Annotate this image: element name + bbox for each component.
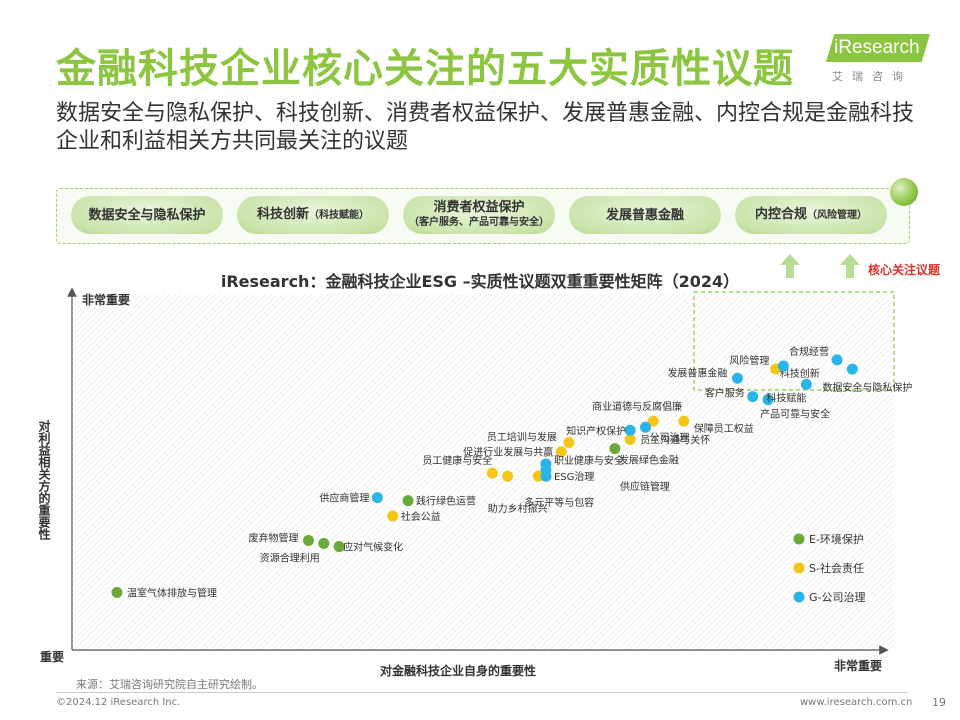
core-topics-label: 核心关注议题	[868, 263, 941, 277]
data-point	[387, 510, 399, 522]
legend-swatch	[793, 533, 805, 545]
data-point-label: 商业道德与反腐倡廉	[592, 400, 682, 413]
page-number: 19	[932, 696, 946, 709]
data-point-label: 产品可靠与安全	[760, 408, 830, 421]
data-point	[402, 495, 414, 507]
topic-pill-consumer-rights: 消费者权益保护 （客户服务、产品可靠与安全）	[403, 196, 555, 234]
data-point	[302, 534, 314, 546]
data-point-label: 员工培训与发展	[487, 431, 557, 444]
data-point	[640, 421, 652, 433]
plot-area	[74, 294, 894, 650]
data-point-label: 员工沟通与关怀	[640, 433, 710, 446]
up-arrow-icon	[780, 254, 800, 278]
chart-title: iResearch：金融科技企业ESG –实质性议题双重重要性矩阵（2024）	[220, 272, 740, 291]
data-point	[624, 433, 636, 445]
up-arrow-icon	[840, 254, 860, 278]
footer-divider	[56, 692, 908, 693]
data-point-label: 公司治理	[650, 431, 690, 444]
data-point-label: 社会公益	[401, 510, 441, 523]
legend-label: S-社会责任	[809, 561, 864, 575]
page-title: 金融科技企业核心关注的五大实质性议题	[56, 46, 794, 92]
legend-swatch	[793, 591, 805, 603]
data-point-label: 科技创新	[780, 367, 820, 380]
data-point-label: 助力乡村振兴	[488, 502, 548, 515]
data-point	[777, 360, 789, 372]
core-topics-highlight-box	[693, 291, 895, 391]
data-point-label: 温室气体排放与管理	[127, 586, 217, 599]
logo-shape	[826, 34, 930, 62]
data-point-label: 数据安全与隐私保护	[822, 381, 912, 394]
data-point-label: 供应链管理	[620, 480, 670, 493]
x-low-label: 重要	[40, 649, 64, 664]
topic-sub: （客户服务、产品可靠与安全）	[409, 217, 549, 228]
copyright: ©2024.12 iResearch Inc.	[56, 697, 181, 708]
globe-icon	[890, 178, 918, 206]
data-point	[731, 372, 743, 384]
topic-main: 内控合规（风险管理）	[754, 207, 867, 222]
logo-cn-text: 艾瑞咨询	[832, 70, 912, 83]
data-point	[800, 378, 812, 390]
data-point	[846, 363, 858, 375]
data-point-label: 资源合理利用	[260, 552, 320, 565]
x-axis-title: 对金融科技企业自身的重要性	[380, 663, 536, 678]
topic-main: 数据安全与隐私保护	[88, 207, 206, 223]
data-point-label: 员工健康与安全	[422, 454, 492, 467]
data-point	[747, 391, 759, 403]
topic-pill-data-security: 数据安全与隐私保护	[71, 196, 223, 234]
data-point	[532, 470, 544, 482]
data-point-label: 多元平等与包容	[524, 496, 594, 509]
topic-pill-inclusive-finance: 发展普惠金融	[569, 196, 721, 234]
data-point-label: 客户服务	[705, 387, 745, 400]
data-point	[678, 415, 690, 427]
y-axis-title: 对利益相关方的重要性	[37, 419, 51, 541]
legend-label: E-环境保护	[809, 532, 864, 546]
data-point-label: 风险管理	[729, 354, 769, 367]
data-point	[831, 354, 843, 366]
legend-swatch	[793, 562, 805, 574]
data-point-label: 知识产权保护	[566, 424, 626, 437]
data-point-label: 合规经营	[789, 345, 829, 358]
data-point-label: 促进行业发展与共赢	[463, 446, 553, 459]
iresearch-logo: iResearch 艾瑞咨询	[826, 30, 934, 86]
data-point	[318, 538, 330, 549]
data-point-label: 科技赋能	[766, 391, 806, 404]
data-point	[486, 467, 498, 479]
data-point	[647, 415, 659, 427]
topic-main: 消费者权益保护	[433, 200, 525, 215]
data-point	[609, 443, 621, 455]
website-link[interactable]: www.iresearch.com.cn	[800, 697, 913, 708]
data-point-label: 职业健康与安全	[554, 454, 624, 467]
source-note: 来源：艾瑞咨询研究院自主研究绘制。	[76, 678, 263, 691]
x-high-label: 非常重要	[834, 658, 882, 673]
legend-label: G-公司治理	[809, 590, 866, 604]
data-point	[624, 424, 636, 436]
topic-pill-tech-innovation: 科技创新（科技赋能）	[237, 196, 389, 234]
data-point	[555, 446, 567, 458]
core-topics-bar: 数据安全与隐私保护 科技创新（科技赋能） 消费者权益保护 （客户服务、产品可靠与…	[56, 188, 910, 244]
data-point-label: 废弃物管理	[248, 531, 298, 544]
data-point-label: 应对气候变化	[343, 541, 403, 554]
logo-text: iResearch	[834, 37, 920, 58]
data-point-label: 保障员工权益	[694, 422, 754, 435]
topic-main: 发展普惠金融	[605, 207, 684, 223]
data-point-label: ESG治理	[554, 470, 594, 483]
data-point-label: 供应商管理	[319, 492, 369, 505]
page-subtitle: 数据安全与隐私保护、科技创新、消费者权益保护、发展普惠金融、内控合规是金融科技企…	[56, 101, 915, 154]
data-point-label: 发展绿色金融	[619, 454, 679, 467]
data-point	[762, 394, 774, 406]
data-point-label: 发展普惠金融	[667, 366, 727, 379]
data-point	[502, 470, 514, 482]
data-point	[111, 586, 123, 598]
data-point-label: 践行绿色运营	[416, 495, 476, 508]
y-high-label: 非常重要	[82, 292, 130, 307]
data-point	[563, 437, 575, 449]
data-point	[333, 541, 345, 553]
data-point	[540, 470, 552, 482]
topic-pill-internal-control: 内控合规（风险管理）	[735, 196, 887, 234]
data-point	[371, 492, 383, 504]
topic-main: 科技创新（科技赋能）	[256, 207, 369, 222]
legend: E-环境保护 S-社会责任 G-公司治理	[793, 532, 866, 604]
